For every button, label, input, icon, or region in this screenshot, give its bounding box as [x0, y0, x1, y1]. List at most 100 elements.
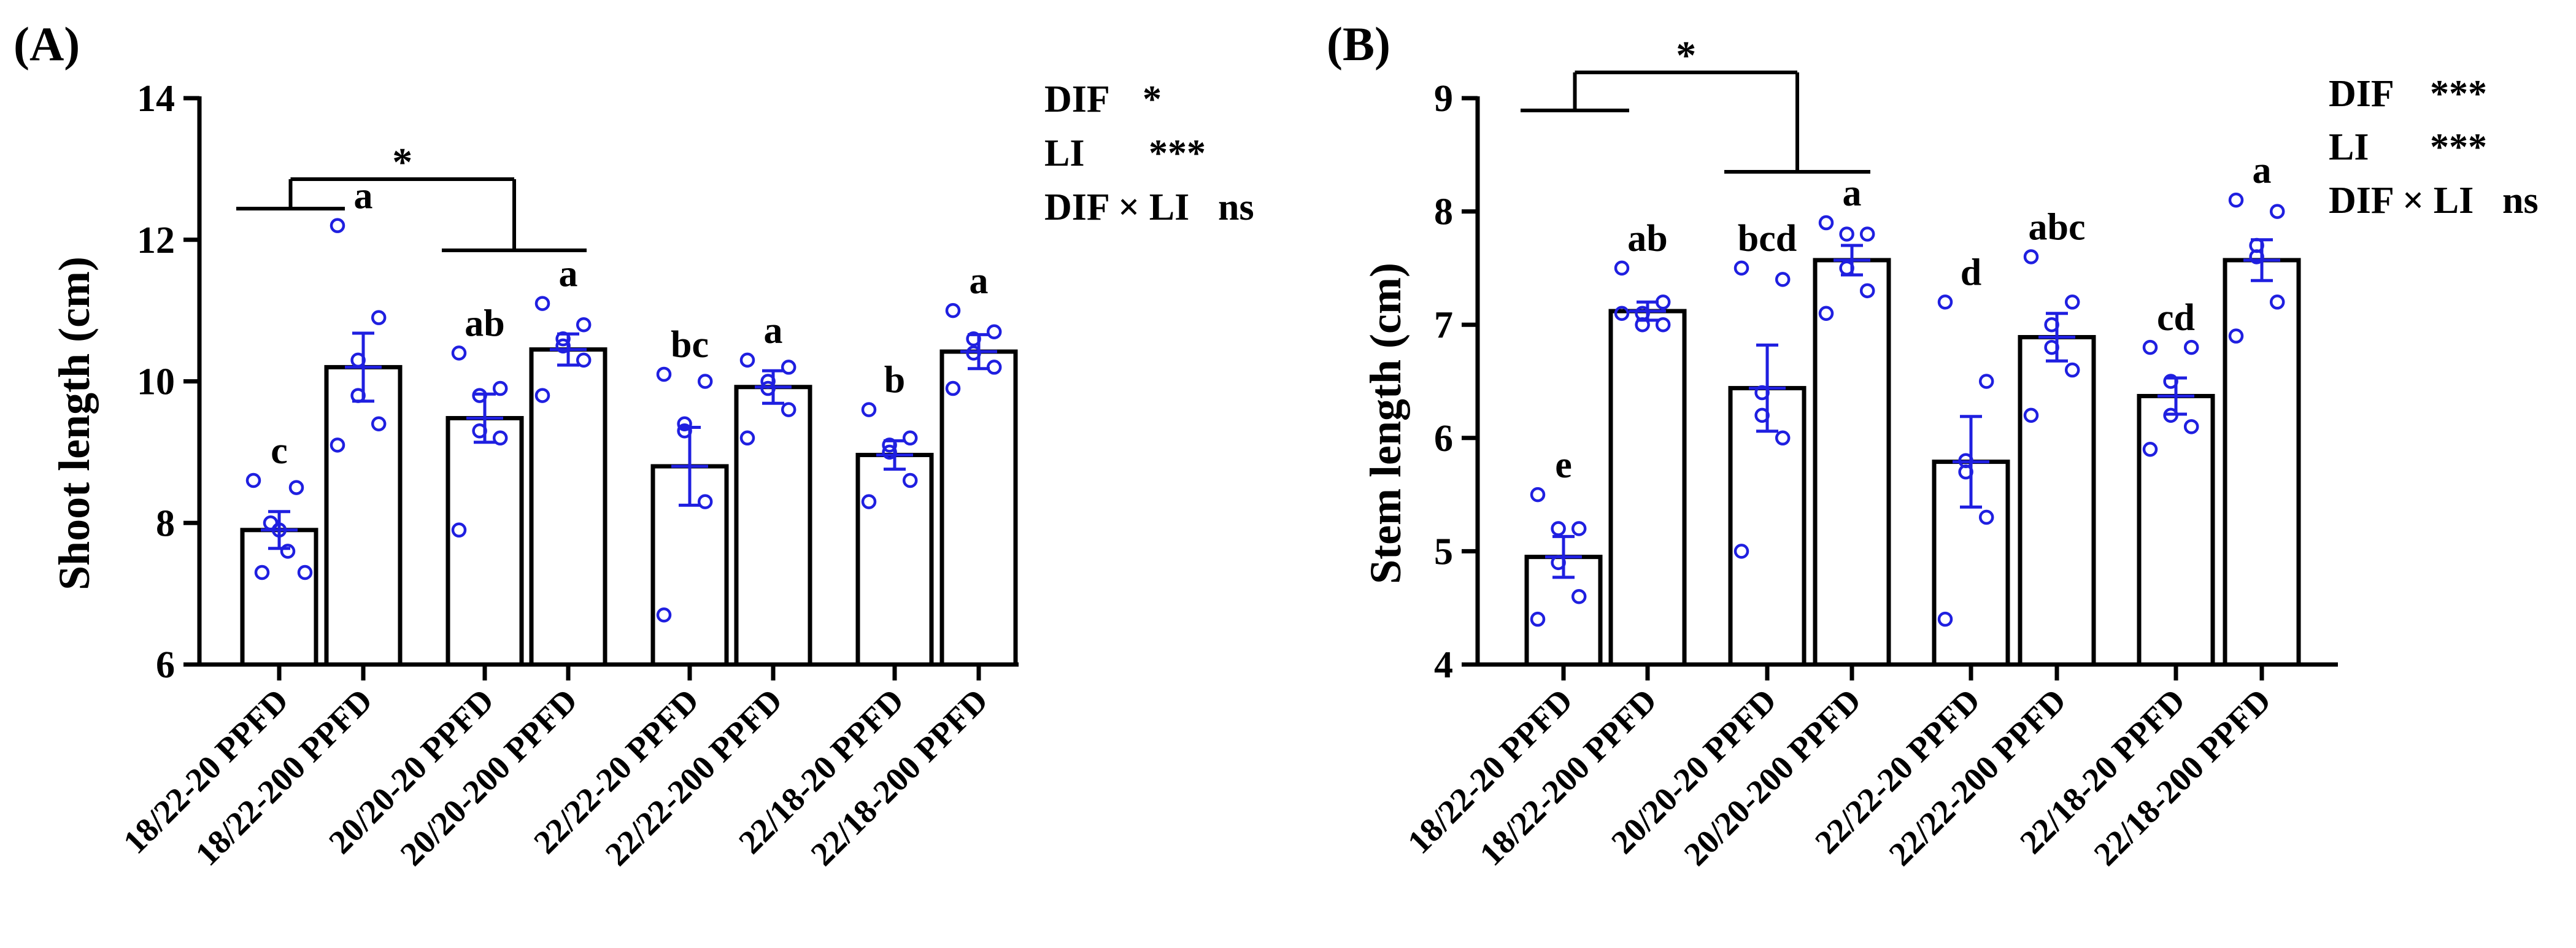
panel-a-stat-dif-label: DIF [1044, 79, 1110, 120]
panel-a-point-6-5 [781, 402, 796, 417]
panel-b-stats: DIF *** LI *** DIF × LI ns [2329, 73, 2539, 222]
panel-a-point-5-6 [656, 607, 672, 623]
panel-b-bar-6 [2018, 335, 2096, 667]
panel-b-point-6-2 [2064, 295, 2080, 310]
panel-a-bracket-star: * [392, 140, 412, 185]
panel-b-point-8-1 [2228, 192, 2244, 208]
panel-a-bar-7 [855, 452, 934, 667]
panel-a-stat-li-value: *** [1149, 133, 1206, 174]
panel-b-point-3-1 [1733, 260, 1749, 276]
panel-a-y-tick-label-2: 8 [156, 503, 175, 544]
panel-a-y-tick-label-1: 6 [156, 644, 175, 686]
panel-a-letter-6: a [764, 310, 783, 352]
panel-b-point-8-5 [2269, 295, 2285, 310]
panel-a-point-1-6 [254, 565, 270, 580]
panel-b-point-5-5 [1978, 509, 1994, 525]
panel-a-point-2-5 [371, 416, 387, 431]
panel-a-point-2-2 [371, 310, 387, 325]
panel-b-point-3-5 [1775, 430, 1791, 446]
panel-b-point-1-1 [1530, 487, 1546, 503]
panel-b-bar-2 [1608, 309, 1687, 667]
panel-b-point-7-1 [2142, 339, 2158, 355]
panel-a-point-5-1 [656, 366, 672, 382]
panel-b-stat-dif-value: *** [2430, 73, 2487, 115]
panel-b-point-3-6 [1733, 544, 1749, 559]
panel-a-y-tick-label-3: 10 [137, 361, 175, 403]
panel-a-stats: DIF * LI *** DIF × LI ns [1044, 79, 1254, 228]
panel-b-y-tick-label-1: 4 [1434, 644, 1453, 686]
panel-a-bar-1 [240, 528, 318, 667]
panel-a-point-3-2 [492, 380, 508, 396]
panel-a-point-1-2 [288, 480, 304, 495]
panel-a-letter-7: b [884, 360, 905, 401]
panel-a-point-5-5 [697, 494, 713, 509]
panel-b-letter-2: ab [1627, 218, 1667, 260]
panel-b-y-tick-label-5: 8 [1434, 191, 1453, 233]
panel-a-letter-8: a [970, 260, 989, 302]
panel-a-stat-interaction-value: ns [1218, 187, 1254, 228]
panel-a-y-tick-label-5: 14 [137, 78, 175, 120]
panel-b-point-5-2 [1978, 374, 1994, 389]
panel-a-point-4-2 [576, 317, 592, 333]
panel-b-y-tick-label-6: 9 [1434, 78, 1453, 120]
panel-b-point-7-6 [2142, 442, 2158, 457]
panel-a-point-7-2 [902, 430, 918, 446]
panel-b-point-7-5 [2183, 419, 2199, 434]
panel-a-point-7-6 [861, 494, 877, 509]
panel-a-point-7-5 [902, 472, 918, 488]
panel-a-point-4-1 [534, 296, 550, 311]
panel-a-bar-8 [939, 349, 1018, 667]
panel-b-bar-7 [2137, 393, 2215, 667]
panel-b-point-5-6 [1937, 611, 1953, 627]
panel-a-y-axis-title: Shoot length (cm) [50, 256, 99, 590]
panel-a-point-5-3 [677, 416, 692, 431]
panel-b-point-2-6 [1614, 306, 1630, 321]
panel-a-point-2-1 [330, 218, 345, 233]
panel-a-stat-interaction-label: DIF × LI [1044, 187, 1189, 228]
panel-b-point-6-1 [2023, 249, 2039, 264]
panel-b-stat-interaction-value: ns [2502, 180, 2539, 222]
panel-b-stat-interaction-label: DIF × LI [2329, 180, 2474, 222]
panel-a-letter-5: bc [671, 324, 709, 366]
panel-b-label: (B) [1327, 17, 1390, 71]
panel-b-y-tick-label-4: 7 [1434, 304, 1453, 346]
panel-b-letter-1: e [1555, 444, 1572, 486]
panel-b-point-2-4 [1635, 317, 1650, 333]
panel-b-point-4-6 [1818, 306, 1834, 321]
panel-a-point-5-2 [697, 374, 713, 389]
panel-b-point-4-1 [1818, 215, 1834, 231]
panel-b-point-5-1 [1937, 295, 1953, 310]
panel-b-point-6-6 [2023, 407, 2039, 423]
panel-a-point-4-5 [576, 352, 592, 368]
panel-b-stat-dif-label: DIF [2329, 73, 2394, 115]
panel-b-point-8-6 [2228, 328, 2244, 344]
panel-b-letter-5: d [1961, 252, 1981, 293]
panel-a-point-4-6 [534, 388, 550, 403]
panel-a-point-1-1 [245, 472, 261, 488]
panel-a-stat-li-label: LI [1044, 133, 1084, 174]
panel-a-bar-3 [445, 415, 524, 667]
panel-a-stat-dif-value: * [1143, 79, 1162, 120]
panel-b-letter-7: cd [2157, 297, 2195, 339]
panel-b-letter-8: a [2253, 150, 2272, 191]
panel-b-point-2-2 [1655, 295, 1671, 310]
panel-b-stat-li-label: LI [2329, 126, 2369, 168]
panel-a-letter-3: ab [465, 303, 504, 344]
panel-b-point-1-5 [1571, 588, 1587, 604]
panel-a-point-6-2 [781, 360, 796, 375]
panel-a-bar-6 [734, 385, 812, 667]
panel-b-stat-li-value: *** [2430, 126, 2487, 168]
panel-b-point-4-2 [1859, 226, 1875, 242]
panel-a-point-6-1 [739, 352, 755, 368]
panel-a-point-2-6 [330, 437, 345, 453]
panel-a-point-3-6 [451, 522, 467, 538]
panel-b-point-1-2 [1571, 521, 1587, 536]
panel-b-bar-8 [2223, 258, 2301, 667]
panel-b-y-axis-title: Stem length (cm) [1361, 263, 1410, 584]
panel-b-point-3-2 [1775, 272, 1791, 287]
panel-a-letter-4: a [559, 253, 578, 295]
panel-b-letter-4: a [1843, 172, 1862, 214]
